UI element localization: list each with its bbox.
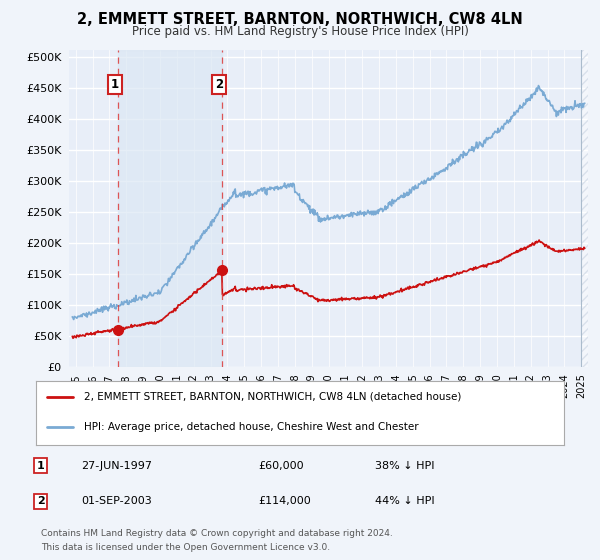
Text: 1: 1 — [111, 78, 119, 91]
Text: 38% ↓ HPI: 38% ↓ HPI — [375, 461, 434, 471]
Text: HPI: Average price, detached house, Cheshire West and Chester: HPI: Average price, detached house, Ches… — [83, 422, 418, 432]
Text: Price paid vs. HM Land Registry's House Price Index (HPI): Price paid vs. HM Land Registry's House … — [131, 25, 469, 38]
Bar — [581, 50, 600, 367]
Text: £114,000: £114,000 — [258, 496, 311, 506]
Text: 27-JUN-1997: 27-JUN-1997 — [81, 461, 152, 471]
Text: Contains HM Land Registry data © Crown copyright and database right 2024.: Contains HM Land Registry data © Crown c… — [41, 529, 392, 538]
Bar — [118, 50, 222, 367]
Bar — [581, 50, 600, 367]
Text: 44% ↓ HPI: 44% ↓ HPI — [375, 496, 434, 506]
Text: 2, EMMETT STREET, BARNTON, NORTHWICH, CW8 4LN: 2, EMMETT STREET, BARNTON, NORTHWICH, CW… — [77, 12, 523, 27]
Text: 2, EMMETT STREET, BARNTON, NORTHWICH, CW8 4LN (detached house): 2, EMMETT STREET, BARNTON, NORTHWICH, CW… — [83, 392, 461, 402]
Text: This data is licensed under the Open Government Licence v3.0.: This data is licensed under the Open Gov… — [41, 543, 330, 552]
Text: 01-SEP-2003: 01-SEP-2003 — [81, 496, 152, 506]
Text: 1: 1 — [37, 461, 44, 471]
Text: 2: 2 — [215, 78, 223, 91]
Text: 2: 2 — [37, 496, 44, 506]
Text: £60,000: £60,000 — [258, 461, 304, 471]
